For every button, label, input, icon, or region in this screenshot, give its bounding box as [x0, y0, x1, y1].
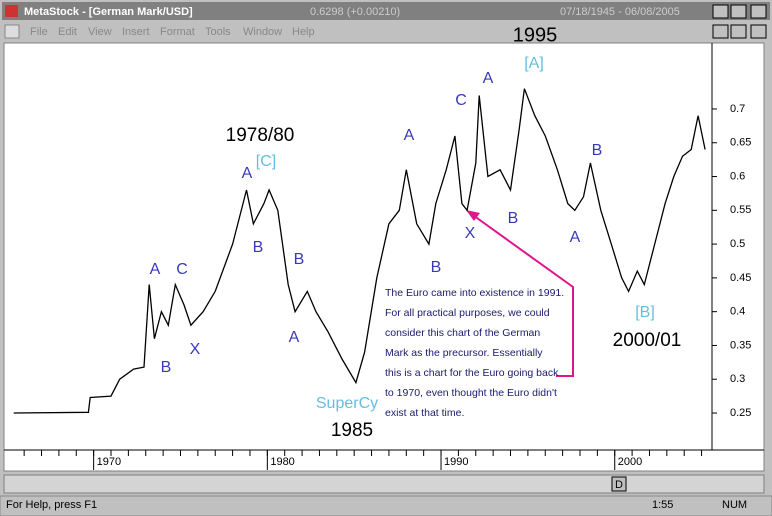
annotation: X — [465, 225, 476, 242]
x-tick-label: 1990 — [444, 456, 468, 468]
title-bar — [2, 2, 770, 20]
annotation: 1995 — [513, 24, 558, 46]
x-tick-label: 1970 — [97, 456, 121, 468]
annotation: 1985 — [331, 420, 373, 441]
note-line: to 1970, even thought the Euro didn't — [385, 387, 557, 399]
arrow — [469, 212, 574, 377]
note-line: consider this chart of the German — [385, 327, 540, 339]
child-restore[interactable] — [730, 24, 747, 39]
y-tick-label: 0.25 — [730, 407, 751, 419]
scroll-button[interactable] — [611, 476, 627, 492]
menu-item: View — [88, 26, 112, 38]
annotation: [A] — [524, 55, 544, 72]
annotation: A — [289, 329, 300, 346]
note-line: Mark as the precursor. Essentially — [385, 347, 543, 359]
minimize-button[interactable] — [712, 4, 729, 19]
maximize-button[interactable] — [730, 4, 747, 19]
annotation: 1978/80 — [226, 125, 295, 146]
x-tick-label: 1980 — [270, 456, 294, 468]
chart-pane — [3, 42, 765, 472]
date-range: 07/18/1945 - 06/08/2005 — [560, 6, 680, 18]
window-buttons — [712, 4, 767, 39]
annotation: B — [294, 251, 305, 268]
menu-item: Edit — [58, 26, 77, 38]
scrollbar[interactable] — [3, 474, 765, 494]
y-tick-label: 0.5 — [730, 238, 745, 250]
y-tick-label: 0.6 — [730, 170, 745, 182]
x-tick-label: 2000 — [618, 456, 642, 468]
last-price: 0.6298 (+0.00210) — [310, 6, 400, 18]
annotation: C — [455, 92, 467, 109]
menu-item: Format — [160, 26, 195, 38]
arrow-head — [466, 210, 480, 221]
y-tick-label: 0.65 — [730, 137, 751, 149]
y-tick-label: 0.35 — [730, 339, 751, 351]
menu-item: Insert — [122, 26, 150, 38]
annotation: B — [592, 142, 603, 159]
annotation: B — [161, 359, 172, 376]
app-icon — [5, 5, 18, 17]
annotation: C — [176, 261, 188, 278]
annotation: B — [253, 239, 264, 256]
close-button[interactable] — [750, 4, 767, 19]
y-tick-label: 0.3 — [730, 373, 745, 385]
status-time: 1:55 — [652, 499, 673, 511]
annotation: B — [431, 259, 442, 276]
price-line — [13, 88, 706, 414]
menu-item: Tools — [205, 26, 231, 38]
window-title: MetaStock - [German Mark/USD] — [24, 6, 193, 18]
annotation: X — [190, 341, 201, 358]
y-tick-label: 0.4 — [730, 306, 745, 318]
status-help: For Help, press F1 — [6, 499, 97, 511]
status-bar — [0, 495, 772, 516]
annotation: A — [242, 165, 253, 182]
menu-item: File — [30, 26, 48, 38]
annotation: A — [570, 229, 581, 246]
menu-item: Window — [243, 26, 282, 38]
annotation: 2000/01 — [613, 330, 682, 351]
y-tick-label: 0.7 — [730, 103, 745, 115]
annotation: B — [508, 210, 519, 227]
y-tick-label: 0.45 — [730, 272, 751, 284]
y-tick-label: 0.55 — [730, 204, 751, 216]
child-close[interactable] — [750, 24, 767, 39]
annotation: [B] — [635, 304, 655, 321]
note-line: exist at that time. — [385, 407, 464, 419]
note-line: For all practical purposes, we could — [385, 307, 550, 319]
doc-icon — [4, 24, 20, 39]
note-line: The Euro came into existence in 1991. — [385, 287, 564, 299]
annotation: A — [483, 70, 494, 87]
annotation: SuperCy — [316, 395, 378, 412]
menu-item: Help — [292, 26, 315, 38]
annotation: [C] — [256, 153, 276, 170]
status-mode: NUM — [722, 499, 747, 511]
note-line: this is a chart for the Euro going back — [385, 367, 559, 379]
scroll-button-label: D — [615, 479, 623, 491]
child-minimize[interactable] — [712, 24, 729, 39]
annotation: A — [150, 261, 161, 278]
annotation: A — [404, 127, 415, 144]
